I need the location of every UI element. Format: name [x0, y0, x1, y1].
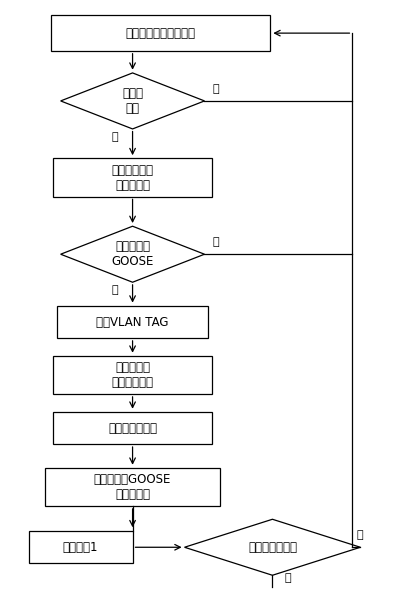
Polygon shape — [61, 73, 205, 129]
Text: 是: 是 — [111, 132, 118, 142]
FancyBboxPatch shape — [57, 306, 209, 338]
Polygon shape — [61, 226, 205, 282]
Text: 是否有
数据: 是否有 数据 — [122, 87, 143, 115]
FancyBboxPatch shape — [45, 468, 221, 506]
FancyBboxPatch shape — [53, 412, 213, 444]
Polygon shape — [184, 519, 360, 575]
Text: 填入过程层GOOSE
接收缓冲区: 填入过程层GOOSE 接收缓冲区 — [94, 473, 171, 501]
FancyBboxPatch shape — [53, 356, 213, 394]
Text: 否: 否 — [213, 84, 219, 94]
FancyBboxPatch shape — [28, 531, 133, 563]
Text: 读取网络芯片
缓冲区数据: 读取网络芯片 缓冲区数据 — [111, 164, 154, 191]
Text: 缓冲区是否溢出: 缓冲区是否溢出 — [248, 541, 297, 554]
Text: 写指针加1: 写指针加1 — [63, 541, 98, 554]
Text: 否: 否 — [356, 530, 363, 540]
FancyBboxPatch shape — [51, 15, 270, 51]
Text: 否: 否 — [213, 238, 219, 248]
Text: 取出VLAN TAG: 取出VLAN TAG — [96, 316, 169, 329]
Text: 是: 是 — [111, 284, 118, 294]
FancyBboxPatch shape — [53, 158, 213, 197]
Text: 添加自定义
数据包起始符: 添加自定义 数据包起始符 — [111, 361, 154, 389]
Text: 查询网络芯片接收状态: 查询网络芯片接收状态 — [126, 27, 196, 40]
Text: 是: 是 — [284, 573, 291, 583]
Text: 添加数据包长度: 添加数据包长度 — [108, 421, 157, 434]
Text: 判断是否为
GOOSE: 判断是否为 GOOSE — [111, 240, 154, 268]
